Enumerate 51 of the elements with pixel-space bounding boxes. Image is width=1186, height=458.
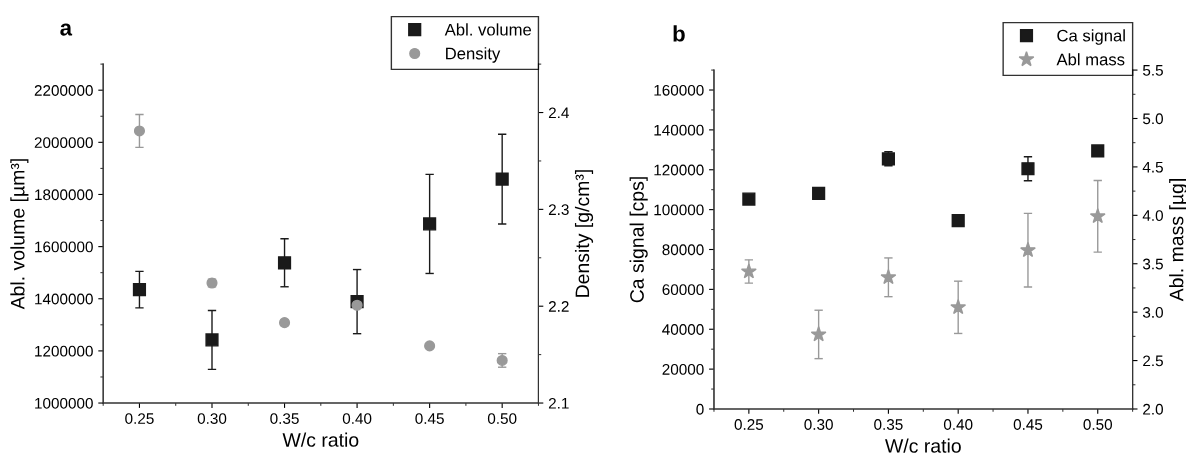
y-tick-label: 40000 (662, 324, 704, 335)
y-tick-label: 0 (696, 403, 704, 415)
chart-title: b (673, 25, 685, 42)
x-tick-label: 0.25 (125, 413, 154, 424)
y2-tick-label: 5.0 (1142, 113, 1163, 125)
chart-title: a (60, 23, 73, 36)
x-tick-label: 0.50 (487, 413, 517, 424)
y2-tick-label: 2.2 (548, 301, 569, 312)
y2-tick-label: 3.5 (1142, 258, 1163, 270)
y-tick-label: 1800000 (35, 189, 93, 201)
y-tick-label: 1000000 (35, 397, 93, 409)
y-tick-label: 140000 (654, 124, 704, 136)
y2-tick-label: 5.5 (1142, 65, 1163, 76)
y2-tick-label: 3.0 (1142, 307, 1163, 318)
y-tick-label: 80000 (662, 244, 704, 256)
y-tick-label: 1400000 (35, 293, 93, 305)
x-axis-title: W/c ratio (282, 432, 359, 447)
x-tick-label: 0.40 (943, 419, 973, 430)
x-tick-label: 0.35 (874, 419, 903, 430)
x-axis-title: W/c ratio (885, 438, 961, 453)
x-tick-label: 0.45 (415, 413, 444, 424)
y-tick-label: 160000 (654, 84, 704, 96)
y2-tick-label: 4.0 (1142, 210, 1163, 222)
x-tick-label: 0.40 (342, 413, 372, 424)
y-axis-title: Ca signal [cps] (629, 177, 648, 303)
y2-tick-label: 2.3 (548, 204, 569, 216)
y2-tick-label: 4.5 (1142, 161, 1163, 173)
y-tick-label: 100000 (654, 204, 704, 216)
y2-tick-label: 2.4 (548, 107, 569, 119)
y2-tick-label: 2.0 (1143, 403, 1163, 415)
y-tick-label: 1200000 (35, 345, 93, 357)
y-tick-label: 1600000 (35, 241, 93, 253)
x-tick-label: 0.35 (270, 413, 299, 424)
y-tick-label: 20000 (662, 363, 704, 375)
legend-label: Abl mass (1056, 53, 1125, 66)
y2-tick-label: 2.1 (548, 397, 569, 409)
y2-axis-title: Density [g/cm³] (574, 170, 594, 297)
y-tick-label: 120000 (654, 164, 704, 176)
legend-label: Ca signal (1057, 29, 1125, 45)
y-axis-title: Abl. volume [µm³] (10, 159, 29, 310)
y-tick-label: 2000000 (34, 137, 93, 149)
x-tick-label: 0.30 (804, 419, 833, 430)
x-tick-label: 0.45 (1013, 419, 1043, 430)
y-tick-label: 60000 (662, 284, 704, 296)
y2-tick-label: 2.5 (1143, 355, 1163, 367)
y-tick-label: 2200000 (34, 85, 93, 96)
legend-label: Abl. volume (444, 23, 532, 36)
x-tick-label: 0.25 (734, 419, 764, 430)
x-tick-label: 0.50 (1083, 419, 1113, 430)
legend-label: Density (446, 47, 501, 63)
x-tick-label: 0.30 (197, 413, 227, 424)
